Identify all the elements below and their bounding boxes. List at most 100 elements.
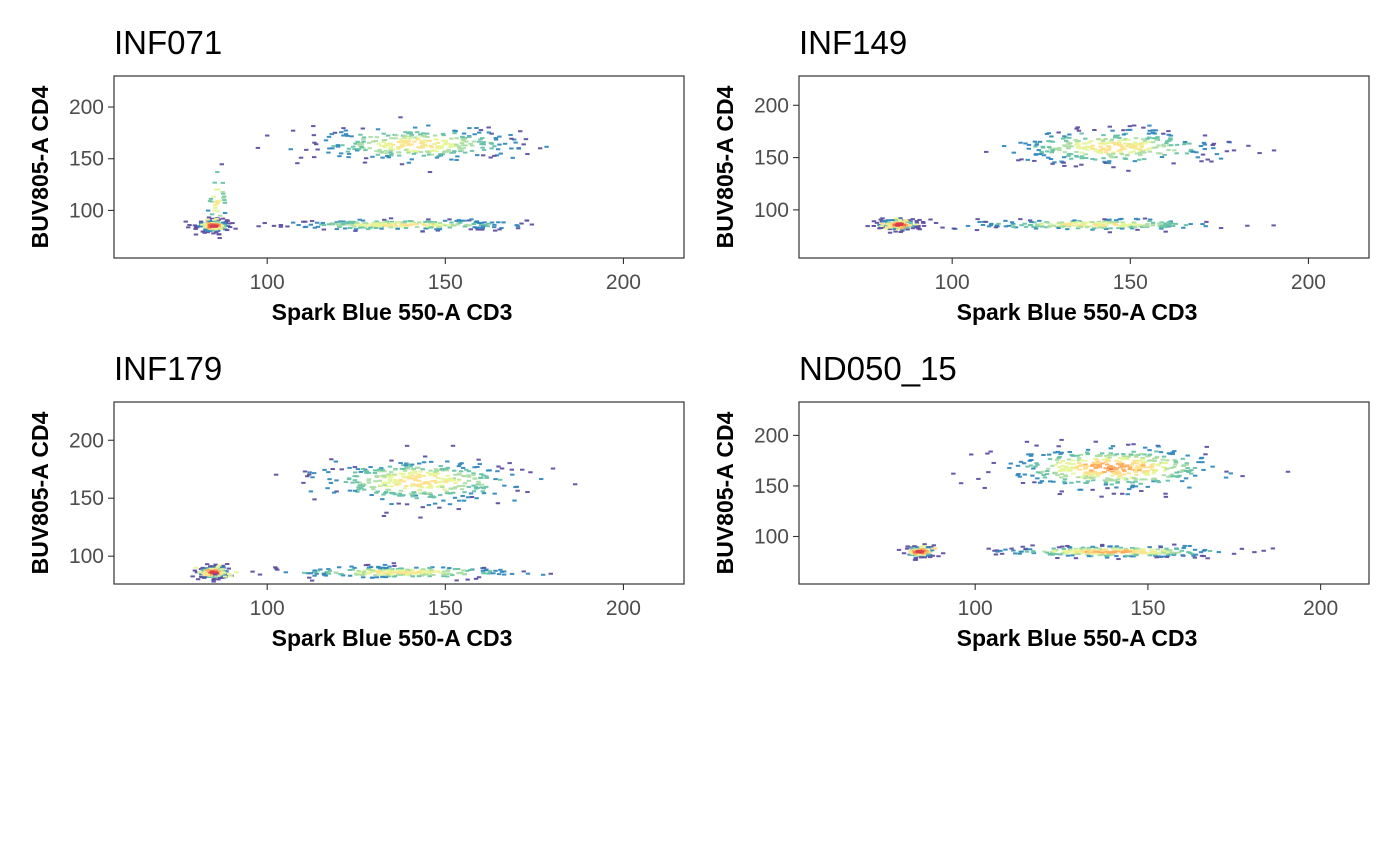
density-bin xyxy=(1169,144,1174,147)
density-bin xyxy=(449,137,454,140)
panel-title: INF149 xyxy=(799,24,907,61)
density-bin xyxy=(1048,158,1054,161)
density-bin-core xyxy=(885,226,891,229)
density-bin xyxy=(1044,133,1050,136)
density-bin xyxy=(1196,461,1201,464)
density-bin xyxy=(377,225,383,228)
density-bin xyxy=(519,222,524,225)
density-bin xyxy=(1228,472,1234,475)
density-bin xyxy=(410,575,415,578)
density-bin xyxy=(408,572,413,575)
y-tick-label: 100 xyxy=(69,199,104,222)
density-bin xyxy=(969,453,974,456)
density-bin xyxy=(1179,470,1184,473)
density-bin xyxy=(1104,554,1109,557)
density-bin xyxy=(1106,162,1112,165)
density-bin xyxy=(198,220,204,223)
density-bin xyxy=(295,162,300,165)
density-bin xyxy=(457,221,463,224)
density-bin xyxy=(483,223,488,226)
density-bin xyxy=(988,450,993,453)
density-bin xyxy=(214,188,219,191)
density-bin xyxy=(409,485,415,488)
density-bin xyxy=(1133,224,1139,227)
density-bin xyxy=(203,229,208,232)
density-bin xyxy=(414,225,420,228)
density-bin xyxy=(904,547,910,550)
density-bin xyxy=(1050,140,1056,143)
density-bin xyxy=(1056,227,1061,230)
density-bin xyxy=(1150,548,1155,551)
density-bin xyxy=(1133,137,1139,140)
density-bin xyxy=(1130,146,1135,149)
density-bin xyxy=(1134,467,1139,470)
density-bin xyxy=(372,224,377,227)
density-bin xyxy=(1193,553,1199,556)
density-bin xyxy=(342,227,348,230)
density-bin-core xyxy=(924,550,929,553)
density-bin xyxy=(473,486,479,489)
density-bin xyxy=(388,479,393,482)
density-bin xyxy=(1157,222,1162,225)
density-bin xyxy=(409,222,414,225)
density-bin xyxy=(1092,158,1098,161)
density-bin xyxy=(456,145,462,148)
density-bin xyxy=(1067,469,1072,472)
density-bin xyxy=(447,479,453,482)
density-bin xyxy=(321,572,326,575)
density-bin xyxy=(1081,551,1086,554)
density-bin xyxy=(1061,156,1067,159)
density-bin xyxy=(209,213,215,216)
density-bin xyxy=(1098,454,1103,457)
density-bin xyxy=(1094,458,1100,461)
density-bin xyxy=(318,568,323,571)
density-bin xyxy=(1080,476,1085,479)
density-bin xyxy=(446,223,452,226)
density-bin xyxy=(1174,471,1179,474)
density-bin xyxy=(408,132,413,135)
density-bin xyxy=(1093,224,1099,227)
density-bin xyxy=(1062,144,1067,147)
density-bin xyxy=(428,222,434,225)
density-bin xyxy=(1101,134,1106,137)
density-bin xyxy=(940,552,946,555)
density-bin xyxy=(459,462,464,465)
density-bin xyxy=(1121,453,1126,456)
density-bin xyxy=(215,171,220,174)
density-bin xyxy=(958,482,964,485)
density-bin xyxy=(1066,154,1071,157)
density-bin xyxy=(1103,151,1109,154)
density-bin xyxy=(398,574,403,577)
density-bin xyxy=(1110,474,1115,477)
density-bin xyxy=(1098,151,1104,154)
density-bin xyxy=(323,574,329,577)
x-axis-title: Spark Blue 550-A CD3 xyxy=(272,625,513,651)
density-bin xyxy=(1088,471,1093,474)
density-bin xyxy=(438,465,443,468)
density-bin xyxy=(327,569,333,572)
density-bin xyxy=(1142,551,1148,554)
density-bin xyxy=(383,490,389,493)
density-bin xyxy=(405,467,410,470)
density-bin xyxy=(461,569,466,572)
density-bin xyxy=(476,576,482,579)
density-bin xyxy=(429,150,434,153)
density-bin xyxy=(1133,226,1138,229)
density-bin xyxy=(1109,483,1114,486)
density-bin xyxy=(1113,468,1118,471)
density-bin xyxy=(1062,151,1068,154)
density-bin xyxy=(364,471,369,474)
density-bin xyxy=(1047,224,1052,227)
density-bin xyxy=(220,191,225,194)
density-bin xyxy=(378,567,383,570)
density-bin xyxy=(1082,473,1087,476)
density-bin xyxy=(395,568,401,571)
density-bin xyxy=(433,481,439,484)
density-bin xyxy=(1047,453,1052,456)
density-bin xyxy=(1182,143,1187,146)
density-bin xyxy=(1110,553,1115,556)
density-bin xyxy=(425,225,431,228)
density-bin xyxy=(920,221,926,224)
density-bin xyxy=(1089,476,1094,479)
density-bin xyxy=(1150,223,1156,226)
